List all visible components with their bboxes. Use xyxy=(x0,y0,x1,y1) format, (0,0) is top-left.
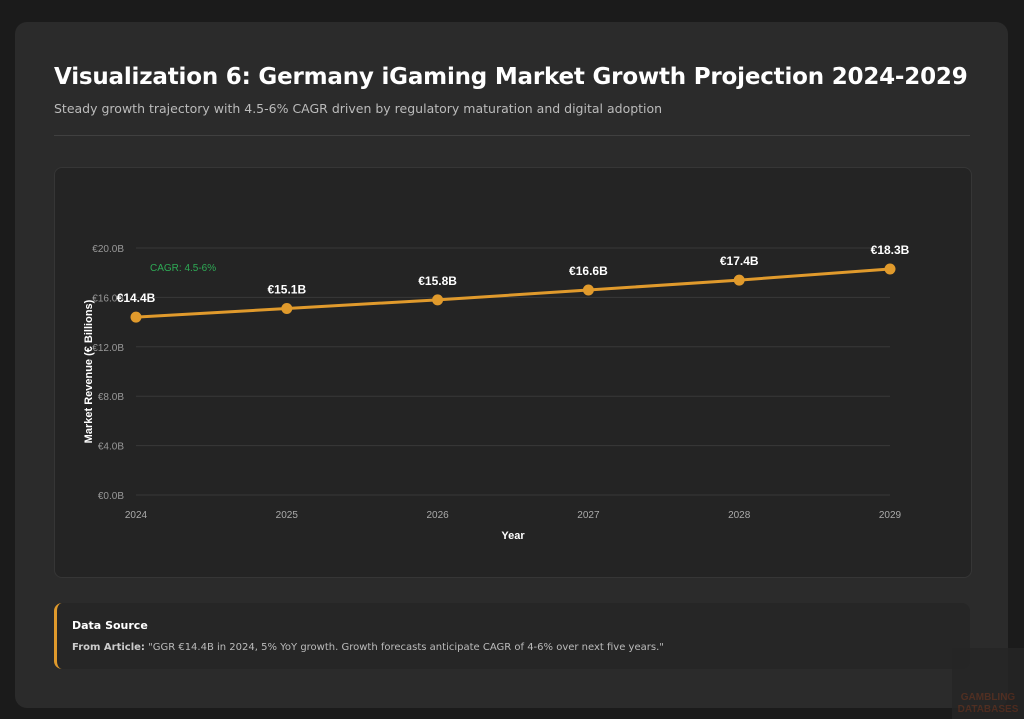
series-line xyxy=(135,267,891,319)
data-label: €15.1B xyxy=(267,283,306,297)
data-point xyxy=(432,294,444,306)
data-label: €14.4B xyxy=(117,291,156,305)
x-tick-label: 2028 xyxy=(728,510,751,521)
x-tick-label: 2026 xyxy=(426,510,449,521)
data-source-heading: Data Source xyxy=(72,619,148,632)
y-tick-label: €4.0B xyxy=(98,442,124,453)
data-label: €16.6B xyxy=(569,264,608,278)
y-tick-label: €12.0B xyxy=(92,343,124,354)
data-point xyxy=(582,284,594,296)
data-source-text: From Article: "GGR €14.4B in 2024, 5% Yo… xyxy=(72,642,664,653)
data-label: €15.8B xyxy=(418,274,457,288)
y-axis-label: Market Revenue (€ Billions) xyxy=(83,299,95,443)
divider xyxy=(54,135,970,136)
x-axis-label: Year xyxy=(501,530,525,542)
data-point xyxy=(130,311,142,323)
line-chart: €0.0B €4.0B €8.0B €12.0B €16.0B €20.0B 2024 202… xyxy=(83,243,910,542)
data-point xyxy=(884,263,896,275)
data-label: €17.4B xyxy=(720,254,759,268)
page-subtitle: Steady growth trajectory with 4.5-6% CAG… xyxy=(54,101,663,116)
data-point xyxy=(733,274,745,286)
page-title: Visualization 6: Germany iGaming Market … xyxy=(54,64,968,90)
x-tick-label: 2027 xyxy=(577,510,600,521)
y-tick-label: €16.0B xyxy=(92,293,124,304)
data-point xyxy=(281,303,293,315)
x-tick-label: 2029 xyxy=(879,510,902,521)
source-label: From Article: xyxy=(72,642,145,653)
chart-panel: €0.0B €4.0B €8.0B €12.0B €16.0B €20.0B 2024 202… xyxy=(54,167,972,578)
x-tick-label: 2025 xyxy=(276,510,299,521)
x-tick-label: 2024 xyxy=(125,510,148,521)
y-tick-label: €0.0B xyxy=(98,491,124,502)
visualization-card: Visualization 6: Germany iGaming Market … xyxy=(15,22,1008,708)
data-source-box: Data Source From Article: "GGR €14.4B in… xyxy=(54,603,970,669)
y-tick-label: €8.0B xyxy=(98,392,124,403)
y-tick-label: €20.0B xyxy=(92,244,124,255)
data-label: €18.3B xyxy=(871,243,910,257)
watermark-logo: GAMBLING DATABASES xyxy=(952,648,1024,719)
cagr-annotation: CAGR: 4.5-6% xyxy=(150,263,216,274)
source-quote: "GGR €14.4B in 2024, 5% YoY growth. Grow… xyxy=(144,642,664,653)
